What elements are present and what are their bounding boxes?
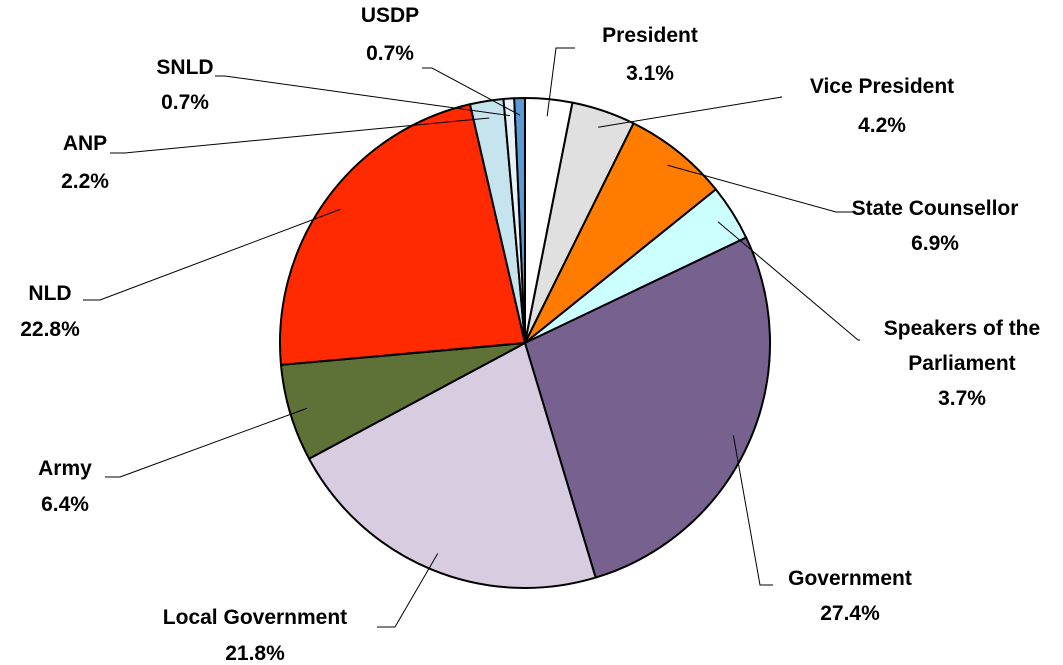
- slice-name-label-local-government: Local Government: [163, 606, 347, 629]
- slice-value-label-army: 6.4%: [41, 493, 89, 516]
- pie-slice-usdp: [513, 97, 526, 344]
- pie-slice-local-government: [308, 342, 597, 589]
- slice-name-label-usdp: USDP: [361, 4, 419, 27]
- slice-name-label-state-counsellor: State Counsellor: [852, 197, 1019, 220]
- leader-line-president: [546, 47, 575, 117]
- leader-line-anp: [110, 117, 490, 154]
- leader-line-snld: [215, 75, 511, 117]
- leader-line-nld: [83, 208, 341, 301]
- leader-line-vice-president: [598, 96, 783, 128]
- pie-slices: [279, 97, 771, 589]
- leader-line-usdp: [422, 67, 521, 116]
- slice-name-label-anp: ANP: [63, 132, 107, 155]
- slice-name-label-speakers-of-the-parliament: Parliament: [908, 352, 1015, 375]
- leader-line-state-counsellor: [667, 164, 855, 213]
- slice-value-label-usdp: 0.7%: [366, 42, 414, 65]
- slice-name-label-vice-president: Vice President: [810, 75, 954, 98]
- slice-name-label-nld: NLD: [28, 282, 71, 305]
- slice-value-label-vice-president: 4.2%: [858, 114, 906, 137]
- pie-slice-state-counsellor: [524, 122, 717, 344]
- pie-slice-nld: [279, 103, 526, 366]
- pie-slice-government: [524, 236, 771, 579]
- leader-lines: [83, 47, 860, 628]
- slice-labels: President 3.1% Vice President 4.2% State Cou…: [20, 4, 1040, 665]
- slice-value-label-state-counsellor: 6.9%: [911, 232, 959, 255]
- slice-value-label-government: 27.4%: [820, 602, 880, 625]
- slice-name-label-government: Government: [788, 567, 912, 590]
- leader-line-local-government: [377, 553, 439, 628]
- slice-value-label-local-government: 21.8%: [225, 642, 285, 665]
- slice-value-label-speakers-of-the-parliament: 3.7%: [938, 387, 986, 410]
- slice-value-label-nld: 22.8%: [20, 318, 80, 341]
- slice-value-label-anp: 2.2%: [61, 170, 109, 193]
- leader-line-speakers-of-the-parliament: [717, 221, 860, 341]
- slice-value-label-president: 3.1%: [626, 62, 674, 85]
- leader-line-army: [105, 407, 307, 478]
- slice-name-label-army: Army: [38, 457, 92, 480]
- slice-name-label-snld: SNLD: [156, 56, 213, 79]
- slice-name-label-president: President: [602, 24, 698, 47]
- slice-name-label-speakers-of-the-parliament: Speakers of the: [884, 317, 1040, 340]
- slice-value-label-snld: 0.7%: [161, 91, 209, 114]
- leader-line-government: [732, 435, 773, 586]
